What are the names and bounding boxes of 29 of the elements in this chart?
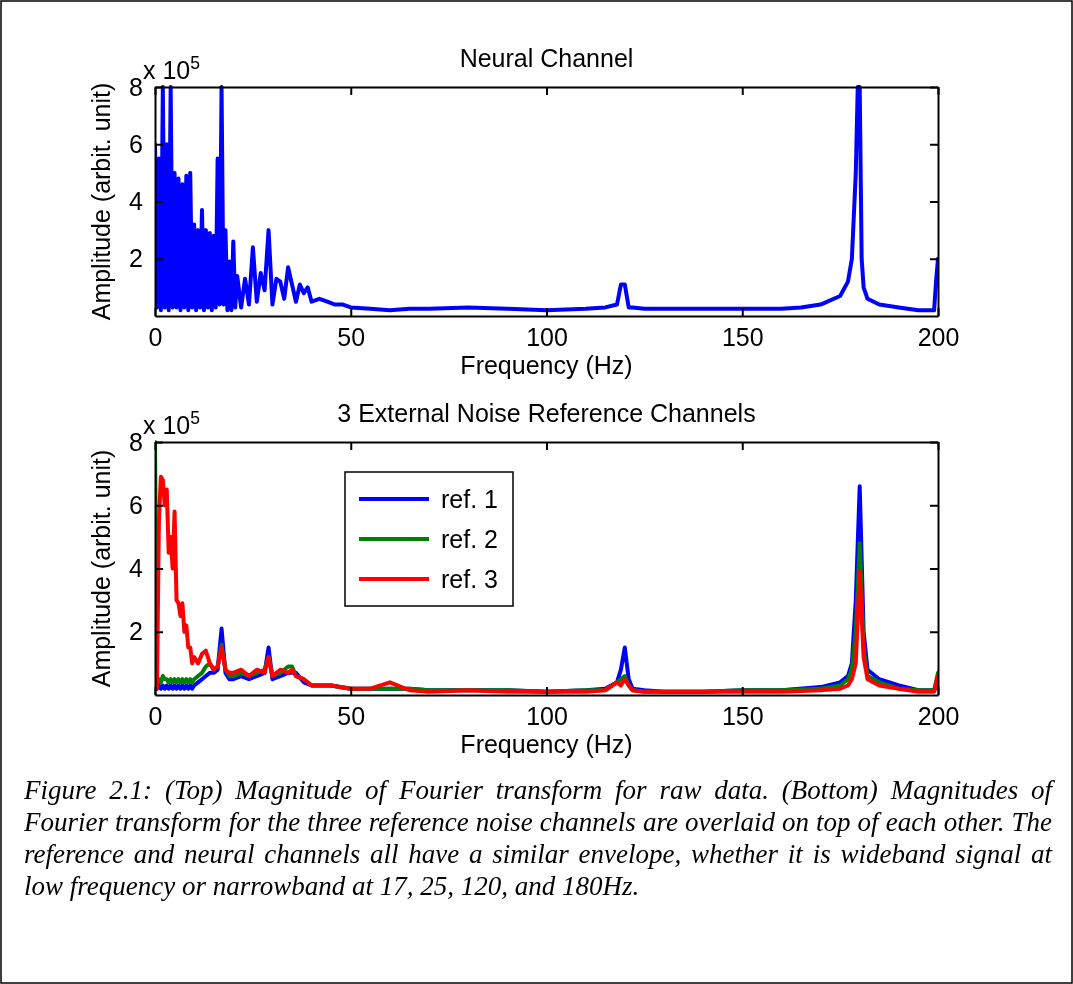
legend-label: ref. 2: [441, 525, 498, 553]
y-tick-label: 4: [129, 187, 144, 215]
x-tick-label: 50: [337, 701, 366, 730]
legend-label: ref. 3: [441, 565, 498, 593]
y-axis-title: Amplitude (arbit. unit): [87, 82, 115, 321]
x-tick-label: 0: [148, 701, 163, 730]
x-tick-label: 100: [526, 701, 568, 730]
y-tick-label: 8: [129, 427, 143, 456]
x-tick-label: 150: [721, 322, 764, 351]
x-tick-label: 0: [148, 322, 163, 351]
chart-title: 3 External Noise Reference Channels: [337, 399, 756, 427]
x-tick-label: 100: [526, 322, 568, 351]
y-tick-label: 2: [129, 244, 143, 273]
y-axis-title: Amplitude (arbit. unit): [87, 449, 115, 688]
chart-title: Neural Channel: [459, 44, 634, 72]
x-axis-title: Frequency (Hz): [460, 730, 633, 758]
text: x 10$^{5}$: [143, 408, 200, 439]
y-tick-label: 6: [129, 129, 143, 158]
y-tick-label: 2: [129, 617, 143, 646]
y-tick-label: 8: [129, 72, 143, 101]
text: x 10$^{5}$: [143, 53, 200, 84]
legend-label: ref. 1: [441, 485, 498, 513]
x-tick-label: 200: [917, 701, 960, 730]
x-tick-label: 200: [917, 322, 960, 351]
y-tick-label: 4: [129, 554, 144, 582]
x-axis-title: Frequency (Hz): [460, 351, 633, 379]
y-tick-label: 6: [129, 490, 143, 519]
x-tick-label: 150: [721, 701, 764, 730]
x-tick-label: 50: [337, 322, 366, 351]
